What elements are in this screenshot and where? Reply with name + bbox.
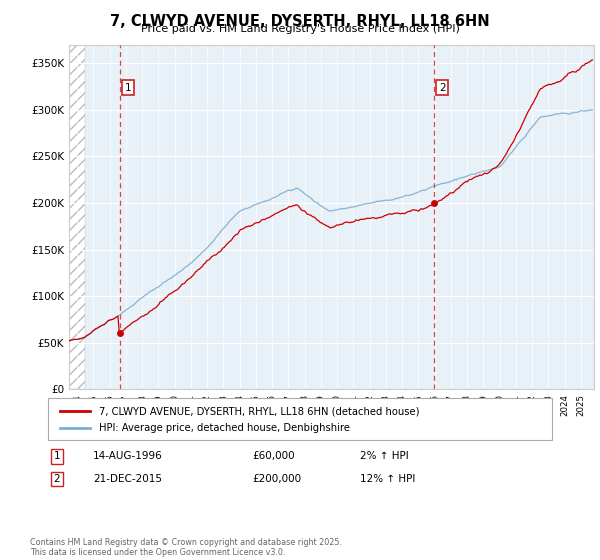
- Text: 14-AUG-1996: 14-AUG-1996: [93, 451, 163, 461]
- Text: 21-DEC-2015: 21-DEC-2015: [93, 474, 162, 484]
- Text: 7, CLWYD AVENUE, DYSERTH, RHYL, LL18 6HN: 7, CLWYD AVENUE, DYSERTH, RHYL, LL18 6HN: [110, 14, 490, 29]
- Text: 2% ↑ HPI: 2% ↑ HPI: [360, 451, 409, 461]
- Text: Price paid vs. HM Land Registry's House Price Index (HPI): Price paid vs. HM Land Registry's House …: [140, 24, 460, 34]
- Text: HPI: Average price, detached house, Denbighshire: HPI: Average price, detached house, Denb…: [99, 423, 350, 433]
- Text: 1: 1: [125, 83, 131, 93]
- Text: 1: 1: [53, 451, 61, 461]
- Text: £60,000: £60,000: [252, 451, 295, 461]
- Text: 12% ↑ HPI: 12% ↑ HPI: [360, 474, 415, 484]
- Text: 2: 2: [439, 83, 446, 93]
- Text: Contains HM Land Registry data © Crown copyright and database right 2025.
This d: Contains HM Land Registry data © Crown c…: [30, 538, 342, 557]
- Text: 2: 2: [53, 474, 61, 484]
- Bar: [69, 45, 85, 389]
- Text: 7, CLWYD AVENUE, DYSERTH, RHYL, LL18 6HN (detached house): 7, CLWYD AVENUE, DYSERTH, RHYL, LL18 6HN…: [99, 406, 419, 416]
- Text: £200,000: £200,000: [252, 474, 301, 484]
